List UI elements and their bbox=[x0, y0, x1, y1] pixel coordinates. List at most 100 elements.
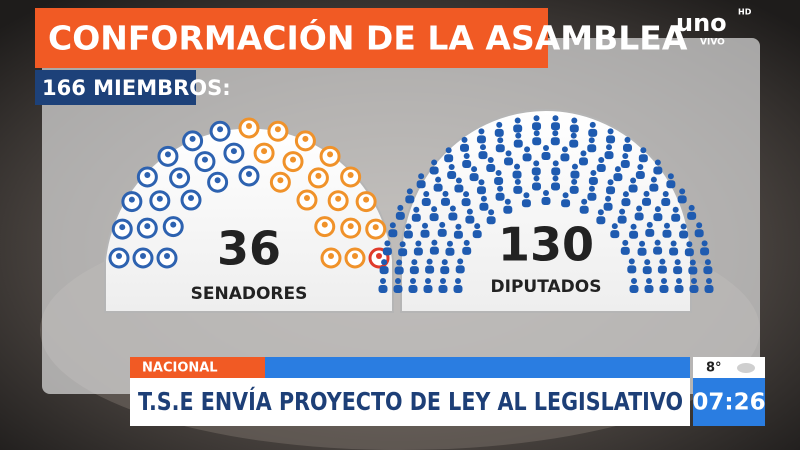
deputy-body bbox=[460, 143, 469, 152]
deputy-body bbox=[623, 143, 632, 152]
deputy-body bbox=[445, 247, 455, 256]
senator-head bbox=[119, 224, 126, 231]
deputy-head bbox=[619, 208, 626, 215]
deputy-head bbox=[410, 278, 416, 284]
deputy-head bbox=[461, 136, 468, 143]
section-bar bbox=[130, 357, 265, 378]
deputy-body bbox=[512, 170, 522, 179]
deputy-body bbox=[393, 285, 403, 293]
subtitle: 166 MIEMBROS: bbox=[42, 76, 231, 100]
deputy-head bbox=[662, 191, 669, 198]
deputy-head bbox=[431, 159, 438, 166]
deputy-head bbox=[654, 159, 661, 166]
deputy-head bbox=[552, 115, 559, 122]
deputy-body bbox=[617, 215, 627, 224]
senator-head bbox=[156, 195, 163, 202]
deputy-head bbox=[533, 160, 540, 167]
deputy-body bbox=[606, 135, 616, 144]
deputy-body bbox=[461, 198, 471, 207]
deputy-body bbox=[532, 137, 542, 146]
deputy-head bbox=[571, 117, 578, 124]
deputy-head bbox=[570, 132, 577, 139]
senator-head bbox=[347, 223, 354, 230]
deputy-body bbox=[494, 128, 504, 137]
senator-head bbox=[328, 253, 334, 259]
deputy-body bbox=[447, 170, 457, 179]
senator-head bbox=[230, 148, 237, 155]
deputy-body bbox=[454, 184, 464, 193]
deputy-head bbox=[701, 240, 708, 247]
deputy-body bbox=[638, 154, 648, 163]
deputy-body bbox=[411, 213, 421, 222]
logo-status: VIVO bbox=[700, 38, 725, 48]
deputy-body bbox=[398, 248, 408, 257]
deputy-body bbox=[621, 198, 631, 207]
deputy-body bbox=[635, 170, 645, 179]
deputy-head bbox=[533, 115, 540, 122]
deputy-body bbox=[495, 192, 505, 201]
deputy-head bbox=[561, 146, 568, 153]
deputy-head bbox=[611, 223, 618, 230]
senator-head bbox=[144, 171, 151, 178]
deputy-body bbox=[440, 197, 450, 206]
deputy-body bbox=[653, 166, 663, 175]
deputy-body bbox=[440, 266, 450, 275]
deputy-head bbox=[514, 163, 521, 170]
deputy-head bbox=[588, 137, 595, 144]
deputy-body bbox=[644, 285, 654, 293]
senator-head bbox=[164, 151, 171, 158]
deputy-body bbox=[603, 202, 613, 211]
deputy-body bbox=[469, 173, 479, 182]
deputy-head bbox=[624, 136, 631, 143]
deputy-head bbox=[439, 221, 446, 228]
deputy-body bbox=[653, 213, 663, 222]
deputy-body bbox=[596, 216, 606, 225]
senator-head bbox=[352, 253, 358, 259]
deputy-head bbox=[562, 192, 569, 199]
deputy-head bbox=[571, 163, 578, 170]
deputy-body bbox=[700, 247, 710, 256]
time: 07:26 bbox=[692, 390, 765, 416]
deputy-head bbox=[670, 240, 677, 247]
deputy-body bbox=[637, 247, 647, 256]
senator-head bbox=[140, 253, 146, 259]
deputy-head bbox=[406, 188, 413, 195]
deputy-body bbox=[671, 213, 681, 222]
deputy-head bbox=[590, 169, 597, 176]
deputy-body bbox=[629, 285, 639, 293]
deputy-head bbox=[426, 258, 433, 265]
senator-head bbox=[274, 126, 281, 133]
deputy-body bbox=[504, 157, 514, 166]
deputy-body bbox=[420, 229, 430, 238]
senator-head bbox=[246, 123, 252, 129]
deputy-head bbox=[686, 241, 693, 248]
deputy-head bbox=[455, 223, 462, 230]
deputy-body bbox=[423, 285, 433, 293]
section: NACIONAL bbox=[142, 361, 218, 376]
deputy-head bbox=[622, 153, 629, 160]
deputy-head bbox=[515, 132, 522, 139]
deputy-body bbox=[550, 137, 560, 146]
senator-head bbox=[144, 223, 151, 230]
deputy-body bbox=[429, 213, 439, 222]
senator-head bbox=[176, 172, 183, 179]
deputy-body bbox=[413, 247, 423, 256]
deputy-body bbox=[532, 122, 542, 131]
deputy-body bbox=[703, 266, 713, 275]
deputy-body bbox=[462, 246, 472, 255]
deputy-head bbox=[607, 179, 614, 186]
senator-head bbox=[335, 195, 342, 202]
deputy-body bbox=[659, 285, 669, 293]
deputy-body bbox=[588, 128, 598, 137]
deputy-head bbox=[405, 223, 412, 230]
senators-count: 36 bbox=[217, 222, 281, 276]
deputies-chamber bbox=[400, 109, 692, 313]
title: CONFORMACIÓN DE LA ASAMBLEA bbox=[48, 18, 688, 58]
deputy-head bbox=[667, 173, 674, 180]
senator-head bbox=[170, 221, 177, 228]
deputy-head bbox=[654, 239, 661, 246]
deputy-head bbox=[580, 150, 587, 157]
deputy-body bbox=[688, 266, 698, 275]
deputy-head bbox=[442, 190, 449, 197]
